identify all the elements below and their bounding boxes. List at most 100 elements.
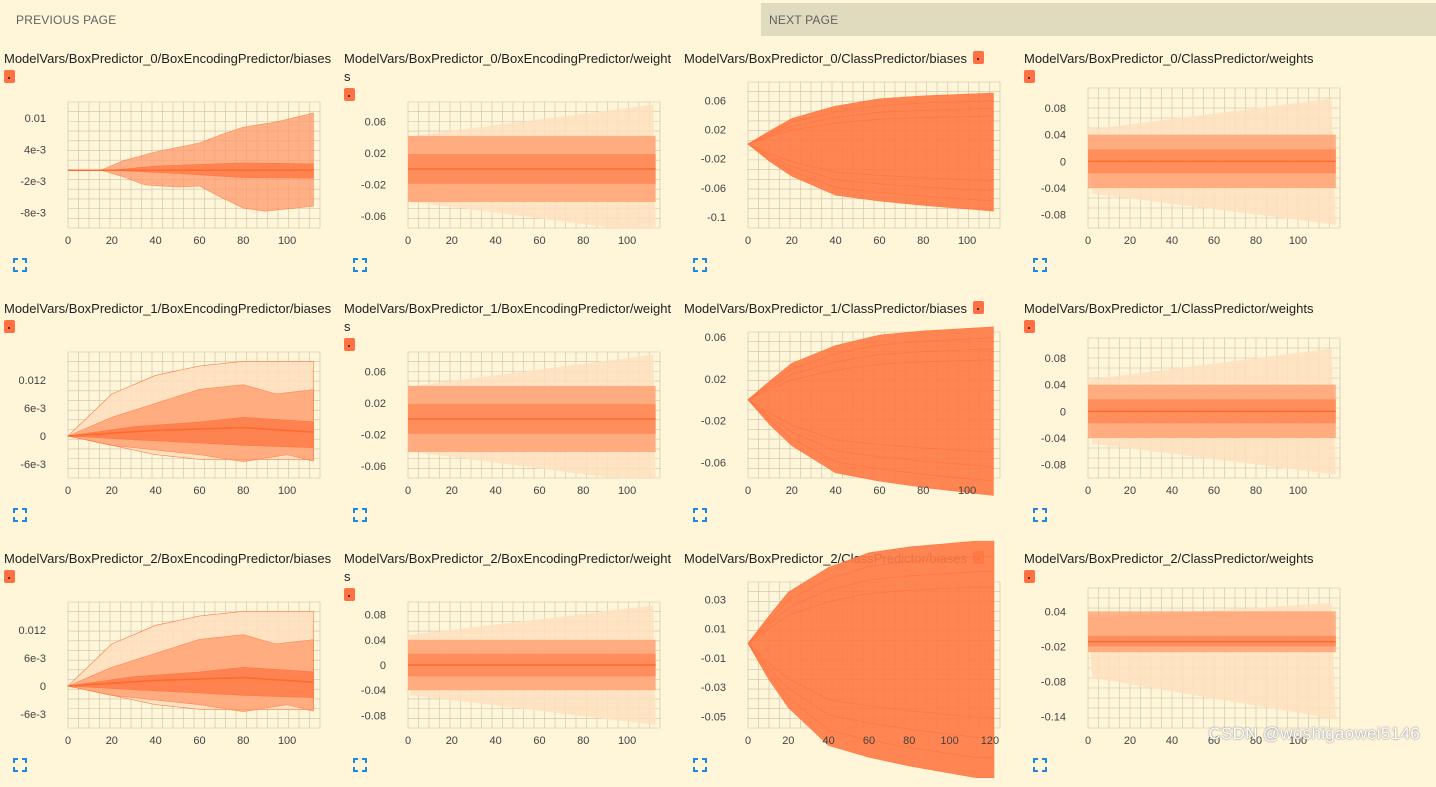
histogram-quantile-line [747,100,994,145]
expand-icon[interactable] [353,758,367,772]
x-tick-label: 0 [405,735,411,747]
x-tick-label: 80 [1250,235,1262,247]
run-color-tag [344,338,355,351]
histogram-chart: 0 20 40 60 80 100 0.06 0.02 -0.02 -0.06 [361,101,661,247]
expand-icon[interactable] [693,508,707,522]
histogram-title: ModelVars/BoxPredictor_1/BoxEncodingPred… [344,300,677,351]
y-tick-label: 0.06 [365,117,386,129]
x-tick-label: 0 [405,235,411,247]
histogram-title: ModelVars/BoxPredictor_2/BoxEncodingPred… [4,550,337,583]
expand-icon[interactable] [1033,758,1047,772]
y-tick-label: -0.04 [1041,183,1066,195]
x-tick-label: 100 [958,235,976,247]
histogram-band-inner [747,540,995,778]
x-tick-label: 100 [278,235,296,247]
y-tick-label: -0.06 [361,211,386,223]
histogram-card: ModelVars/BoxPredictor_0/ClassPredictor/… [680,42,1020,287]
histogram-chart: 0 20 40 60 80 100 0.08 0.04 0 -0.04 -0.08 [1041,87,1341,247]
histogram-title: ModelVars/BoxPredictor_1/BoxEncodingPred… [4,300,337,333]
y-tick-label: -0.08 [361,710,386,722]
y-tick-label: 0 [380,660,386,672]
histogram-quantile-line [747,348,994,401]
x-tick-label: 20 [786,485,798,497]
x-tick-label: 0 [65,485,71,497]
run-color-tag [4,570,15,583]
expand-icon[interactable] [13,508,27,522]
x-tick-label: 100 [618,485,636,497]
x-tick-label: 80 [237,735,249,747]
histogram-quantile-line [747,643,994,738]
x-tick-label: 100 [940,735,958,747]
x-tick-label: 100 [278,485,296,497]
x-tick-label: 100 [278,735,296,747]
x-tick-label: 20 [1124,735,1136,747]
y-tick-label: 0.04 [1045,606,1066,618]
x-tick-label: 20 [106,485,118,497]
y-tick-label: -0.01 [701,653,726,665]
histogram-title-text: ModelVars/BoxPredictor_1/BoxEncodingPred… [344,301,672,334]
x-tick-label: 80 [237,235,249,247]
run-color-tag [973,51,984,65]
expand-icon[interactable] [1033,258,1047,272]
x-tick-label: 60 [193,235,205,247]
histogram-quantile-line [747,399,994,482]
next-page-button[interactable]: NEXT PAGE [761,3,1436,36]
y-tick-label: -0.02 [701,416,726,428]
histogram-chart: 0 20 40 60 80 100 0.01 4e-3 -2e-3 -8e-3 [20,101,321,247]
y-tick-label: 0 [1060,406,1066,418]
x-tick-label: 100 [1289,735,1307,747]
histogram-card: ModelVars/BoxPredictor_1/ClassPredictor/… [1020,292,1360,537]
histogram-band-inner [67,667,314,698]
y-tick-label: -0.06 [701,183,726,195]
expand-icon[interactable] [693,258,707,272]
histogram-quantile-line [747,359,994,401]
x-tick-label: 60 [863,735,875,747]
x-tick-label: 80 [1250,485,1262,497]
histogram-card: ModelVars/BoxPredictor_2/BoxEncodingPred… [340,542,680,787]
x-tick-label: 60 [533,485,545,497]
x-tick-label: 20 [782,735,794,747]
x-tick-label: 20 [1124,235,1136,247]
histogram-title-text: ModelVars/BoxPredictor_1/ClassPredictor/… [1024,301,1314,316]
histogram-chart: 0 20 40 60 80 100 0.06 0.02 -0.02 -0.06 [701,326,1001,497]
x-tick-label: 0 [1085,235,1091,247]
x-tick-label: 40 [830,235,842,247]
watermark: CSDN @woshigaowei5146 [1208,724,1420,743]
y-tick-label: -0.05 [701,711,726,723]
y-tick-label: 0.08 [365,610,386,622]
x-tick-label: 20 [1124,485,1136,497]
histogram-quantile-line [747,643,994,718]
x-tick-label: 60 [193,485,205,497]
y-tick-label: 0.02 [705,374,726,386]
histogram-title: ModelVars/BoxPredictor_0/BoxEncodingPred… [4,50,337,83]
x-tick-label: 40 [150,485,162,497]
histogram-quantile-line [747,107,994,145]
run-color-tag [4,320,15,333]
histogram-chart: 0 20 40 60 80 100 120 0.03 0.01 -0.01 -0.03 -0.05 [701,540,1001,778]
x-tick-label: 40 [1166,235,1178,247]
y-tick-label: 0.01 [705,624,726,636]
expand-icon[interactable] [13,758,27,772]
histogram-median-line [67,426,314,437]
histogram-quantile-line [747,556,994,644]
x-tick-label: 100 [618,235,636,247]
y-tick-label: -0.02 [361,180,386,192]
expand-icon[interactable] [693,758,707,772]
y-tick-label: -0.08 [1041,460,1066,472]
run-color-tag [344,588,355,601]
expand-icon[interactable] [353,258,367,272]
expand-icon[interactable] [13,258,27,272]
expand-icon[interactable] [353,508,367,522]
histogram-title-text: ModelVars/BoxPredictor_2/BoxEncodingPred… [344,551,672,584]
expand-icon[interactable] [1033,508,1047,522]
histogram-card: ModelVars/BoxPredictor_1/ClassPredictor/… [680,292,1020,537]
y-tick-label: 0.06 [705,95,726,107]
y-tick-label: 0.06 [705,332,726,344]
x-tick-label: 60 [1208,235,1220,247]
y-tick-label: 0.02 [365,398,386,410]
y-tick-label: 0.02 [365,148,386,160]
y-tick-label: 0.08 [1045,353,1066,365]
x-tick-label: 40 [1166,485,1178,497]
x-tick-label: 0 [745,485,751,497]
previous-page-button[interactable]: PREVIOUS PAGE [16,12,117,27]
